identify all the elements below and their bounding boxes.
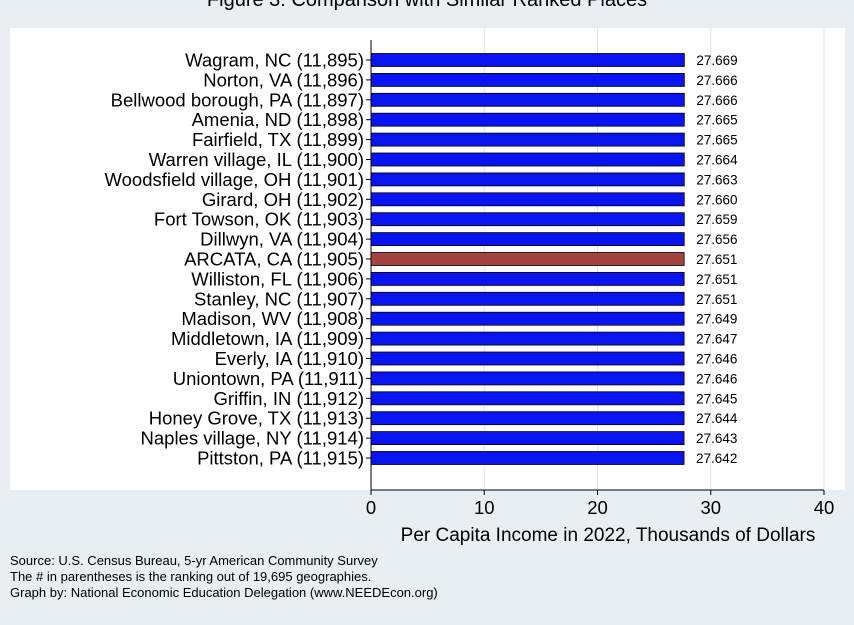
bar: [370, 331, 685, 346]
x-axis: 0 10 20 30 40: [366, 40, 834, 518]
value-label: 27.646: [696, 352, 737, 367]
bar: [370, 192, 685, 207]
category-label: Naples village, NY (11,914): [141, 428, 365, 449]
bar: [370, 411, 685, 426]
category-label: Honey Grove, TX (11,913): [149, 408, 364, 429]
value-label: 27.647: [696, 332, 737, 347]
bar: [370, 92, 685, 107]
bar: [370, 351, 685, 366]
category-label: Amenia, ND (11,898): [192, 109, 364, 130]
value-label: 27.659: [696, 212, 737, 227]
value-label: 27.649: [696, 312, 737, 327]
source-notes: Source: U.S. Census Bureau, 5-yr America…: [10, 553, 438, 601]
category-label: ARCATA, CA (11,905): [184, 249, 364, 270]
chart-title: Figure 3: Comparison with Similar Ranked…: [206, 0, 648, 11]
value-label: 27.666: [696, 93, 737, 108]
bar: [370, 451, 685, 465]
category-label: Wagram, NC (11,895): [185, 50, 364, 71]
category-label: Griffin, IN (11,912): [214, 388, 364, 409]
credit-note: Graph by: National Economic Education De…: [10, 585, 438, 600]
value-label: 27.643: [696, 431, 737, 446]
value-label: 27.663: [696, 172, 737, 187]
category-label: Madison, WV (11,908): [181, 308, 364, 329]
value-label: 27.646: [696, 371, 737, 386]
x-tick-label: 20: [587, 497, 608, 518]
value-label: 27.664: [696, 153, 738, 168]
category-label: Middletown, IA (11,909): [171, 328, 364, 349]
value-label: 27.645: [696, 391, 737, 406]
bars: [370, 53, 685, 465]
category-label: Fairfield, TX (11,899): [192, 129, 364, 150]
value-label: 27.651: [696, 292, 737, 307]
bar: [370, 112, 685, 127]
bar: [370, 73, 685, 87]
value-label: 27.642: [696, 451, 737, 466]
category-label: Warren village, IL (11,900): [149, 149, 364, 170]
x-axis-label: Per Capita Income in 2022, Thousands of …: [401, 525, 816, 546]
ranking-note: The # in parentheses is the ranking out …: [10, 569, 372, 584]
category-label: Dillwyn, VA (11,904): [200, 229, 364, 250]
category-label: Uniontown, PA (11,911): [173, 368, 364, 389]
bar-chart: Wagram, NC (11,895)Norton, VA (11,896)Be…: [10, 28, 845, 546]
value-label: 27.651: [696, 252, 737, 267]
bar: [370, 291, 685, 306]
bar: [370, 232, 685, 247]
category-label: Girard, OH (11,902): [202, 189, 364, 210]
value-label: 27.665: [696, 113, 737, 128]
bar: [370, 132, 685, 147]
value-labels: 27.669 27.666 27.666 27.665 27.665 27.664 27.6…: [696, 53, 738, 466]
category-label: Fort Towson, OK (11,903): [154, 209, 364, 230]
bar-highlight: [370, 252, 685, 266]
x-tick-label: 40: [814, 497, 835, 518]
value-label: 27.651: [696, 272, 737, 287]
source-note: Source: U.S. Census Bureau, 5-yr America…: [10, 553, 378, 568]
bar: [370, 431, 685, 446]
bar: [370, 152, 685, 167]
x-tick-label: 30: [700, 497, 721, 518]
value-label: 27.666: [696, 73, 737, 88]
bar: [370, 212, 685, 227]
category-label: Woodsfield village, OH (11,901): [105, 169, 364, 190]
value-label: 27.665: [696, 133, 737, 148]
x-tick-label: 0: [366, 497, 376, 518]
category-label: Bellwood borough, PA (11,897): [111, 89, 364, 110]
bar: [370, 311, 685, 326]
value-label: 27.644: [696, 411, 738, 426]
category-label: Pittston, PA (11,915): [197, 448, 364, 469]
bar: [370, 371, 685, 386]
category-label: Stanley, NC (11,907): [194, 288, 364, 309]
value-label: 27.660: [696, 192, 737, 207]
category-label: Everly, IA (11,910): [215, 348, 364, 369]
x-tick-label: 10: [474, 497, 495, 518]
category-labels: Wagram, NC (11,895)Norton, VA (11,896)Be…: [105, 50, 371, 469]
bar: [370, 391, 685, 406]
value-label: 27.656: [696, 232, 737, 247]
category-label: Norton, VA (11,896): [203, 69, 364, 90]
category-label: Williston, FL (11,906): [191, 268, 364, 289]
bar: [370, 172, 685, 187]
bar: [370, 53, 685, 67]
bar: [370, 271, 685, 286]
value-label: 27.669: [696, 53, 737, 68]
